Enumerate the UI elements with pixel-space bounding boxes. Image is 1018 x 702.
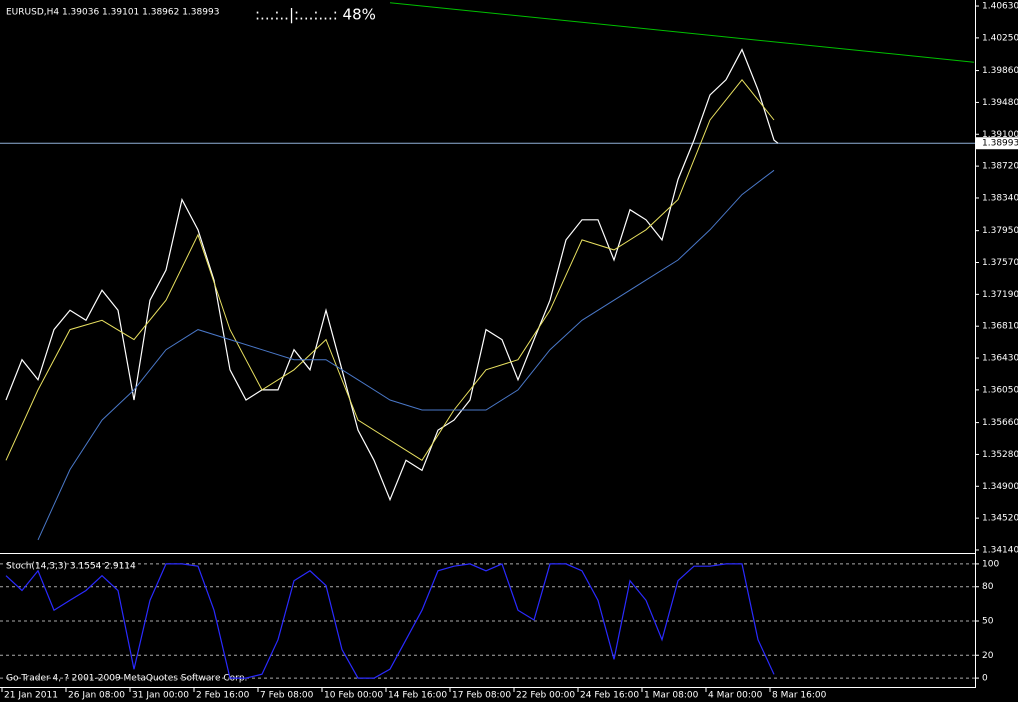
y-tick-label: 1.37950 [982,226,1018,236]
x-tick-label: 21 Jan 2011 [4,691,58,701]
x-tick-label: 7 Feb 08:00 [260,691,314,701]
chart-title: EURUSD,H4 1.39036 1.39101 1.38962 1.3899… [6,8,219,18]
y-tick-label: 1.36810 [982,322,1018,332]
series-line [5,48,779,502]
y-tick-label: 1.38340 [982,193,1018,203]
x-tick-label: 8 Mar 16:00 [772,691,827,701]
y-tick-label: 80 [982,582,994,592]
y-tick-label: 1.35660 [982,418,1018,428]
series-line [5,78,775,461]
y-tick-label: 1.37190 [982,290,1018,300]
x-tick-label: 14 Feb 16:00 [388,691,447,701]
y-tick-label: 1.34140 [982,545,1018,555]
y-tick-label: 20 [982,651,994,661]
x-tick-label: 31 Jan 00:00 [132,691,189,701]
y-tick-label: 1.34520 [982,514,1018,524]
x-tick-label: 1 Mar 08:00 [644,691,699,701]
y-tick-label: 1.39100 [982,130,1018,140]
y-tick-label: 1.36050 [982,385,1018,395]
y-tick-label: 1.38720 [982,162,1018,172]
x-tick-label: 26 Jan 08:00 [68,691,125,701]
y-tick-label: 1.40250 [982,33,1018,43]
y-tick-label: 1.37570 [982,258,1018,268]
annotation: :...:..|:...:...: 48% [255,6,376,24]
indicator-title: Stoch(14,3,3) 3.1554 2.9114 [6,562,136,572]
price-label-box [976,137,1018,150]
series-line [5,563,775,679]
x-tick-label: 10 Feb 00:00 [324,691,383,701]
y-tick-label: 100 [982,559,999,569]
y-tick-label: 1.35280 [982,450,1018,460]
x-tick-label: 17 Feb 08:00 [452,691,511,701]
price-label: 1.38993 [982,139,1018,149]
x-tick-label: 4 Mar 00:00 [708,691,763,701]
x-tick-label: 2 Feb 16:00 [196,691,250,701]
series-line [37,169,775,541]
y-tick-label: 50 [982,617,994,627]
y-tick-label: 1.36430 [982,354,1018,364]
series-line [389,2,975,63]
y-tick-label: 0 [982,674,988,684]
y-tick-label: 1.40630 [982,2,1018,12]
x-tick-label: 22 Feb 00:00 [516,691,575,701]
y-tick-label: 1.39480 [982,98,1018,108]
x-tick-label: 24 Feb 16:00 [580,691,639,701]
y-tick-label: 1.34900 [982,482,1018,492]
y-tick-label: 1.39860 [982,66,1018,76]
